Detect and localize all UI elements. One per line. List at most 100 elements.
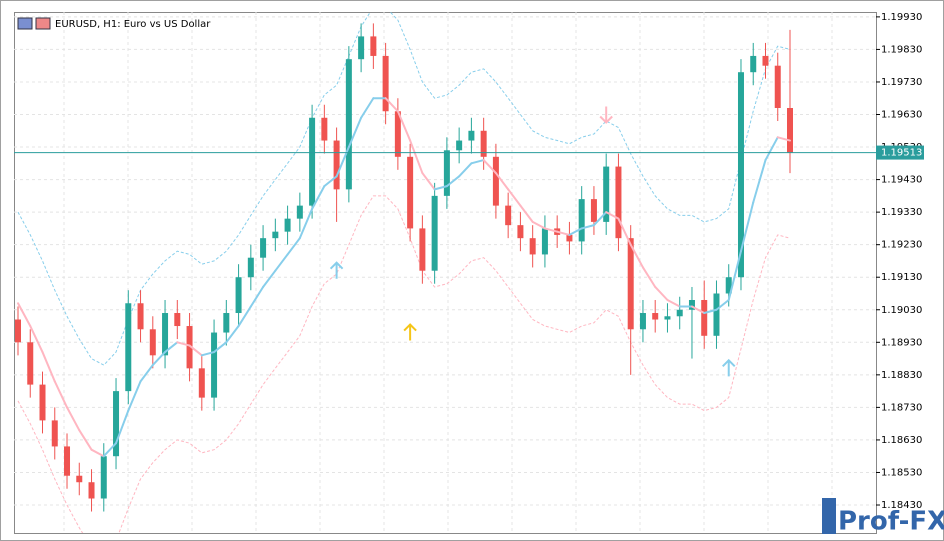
y-tick-label: 1.18830 [881, 370, 922, 381]
candle-body [492, 156, 499, 206]
candle-body [174, 313, 181, 327]
candle-body [333, 140, 340, 190]
candle-body [603, 166, 610, 222]
upper-band [17, 12, 791, 366]
candle-body [750, 55, 757, 73]
moving-average [592, 211, 608, 227]
y-tick-label: 1.19830 [881, 44, 922, 55]
moving-average [703, 308, 718, 315]
moving-average [384, 97, 399, 113]
candle-body [713, 293, 720, 336]
y-tick-label: 1.19130 [881, 272, 922, 283]
moving-average [151, 351, 167, 367]
candle-body [688, 299, 695, 310]
moving-average [115, 409, 130, 445]
y-tick-label: 1.18930 [881, 337, 922, 348]
moving-average [102, 442, 118, 458]
candle-body [725, 277, 732, 294]
moving-average [445, 175, 461, 188]
moving-average [764, 136, 779, 162]
moving-average [776, 136, 791, 142]
moving-average [323, 175, 338, 188]
moving-average [262, 269, 277, 288]
moving-average [617, 217, 632, 246]
candle-body [198, 368, 205, 398]
y-tick-label: 1.19230 [881, 240, 922, 251]
candle-body [76, 475, 83, 483]
moving-average [605, 211, 620, 220]
moving-average [421, 172, 436, 191]
moving-average [298, 207, 314, 240]
candle-body [468, 130, 475, 141]
candle-body [431, 195, 438, 271]
moving-average [715, 298, 730, 311]
signal-arrow [722, 358, 736, 377]
candle-body [529, 238, 536, 255]
moving-average [752, 159, 767, 204]
candle-body [566, 234, 573, 242]
moving-average [409, 139, 424, 175]
candle-body [443, 150, 450, 196]
moving-average [200, 351, 216, 357]
candle-body [64, 446, 71, 476]
candle-body [321, 117, 328, 141]
candle-body [370, 36, 377, 56]
candle-body [296, 205, 303, 219]
candle-body [137, 303, 144, 330]
y-tick-label: 1.18430 [881, 500, 922, 511]
moving-average [629, 243, 644, 269]
candle-body [162, 313, 169, 356]
candle-body [639, 313, 646, 330]
candle-body [88, 482, 95, 499]
moving-average [739, 201, 755, 253]
candle-body [235, 277, 242, 314]
candle-body [394, 111, 401, 157]
candle-body [309, 117, 316, 206]
candle-body [382, 55, 389, 112]
candle-body [541, 228, 548, 255]
moving-average [127, 380, 142, 412]
candle-body [51, 420, 58, 447]
icon [35, 17, 51, 30]
moving-average [396, 110, 412, 142]
candle-body [578, 199, 585, 242]
moving-average [274, 253, 289, 272]
moving-average [237, 305, 252, 328]
moving-average [556, 230, 571, 236]
candle-body [39, 384, 46, 421]
signal-arrow [599, 106, 613, 124]
candle-body [676, 309, 683, 317]
moving-average [188, 344, 203, 357]
candle-body [149, 329, 156, 356]
candle-body [284, 218, 291, 232]
moving-average [164, 341, 179, 354]
candle-body [260, 238, 267, 258]
moving-average [90, 448, 105, 458]
y-tick-label: 1.19330 [881, 207, 922, 218]
candle-body [652, 313, 659, 320]
candle-body [590, 199, 597, 222]
candle-body [701, 299, 708, 336]
candle-body [27, 342, 34, 385]
moving-average [66, 406, 81, 432]
candle-body [627, 238, 634, 330]
moving-average [286, 237, 301, 256]
moving-average [519, 204, 534, 223]
moving-average [335, 146, 350, 178]
moving-average [139, 364, 154, 383]
candle-body [100, 456, 107, 499]
moving-average [29, 325, 44, 354]
moving-average [53, 380, 69, 409]
candle-body [505, 205, 512, 226]
candle-body [186, 326, 193, 369]
y-tick-label: 1.19930 [881, 12, 922, 23]
candle-body [517, 225, 524, 239]
candle-body [15, 319, 21, 343]
candle-body [419, 228, 426, 271]
price-label: 1.19513 [881, 148, 922, 159]
candle-body [211, 332, 218, 398]
candle-body [113, 391, 120, 457]
signal-arrow [329, 261, 344, 279]
moving-average [580, 224, 595, 230]
